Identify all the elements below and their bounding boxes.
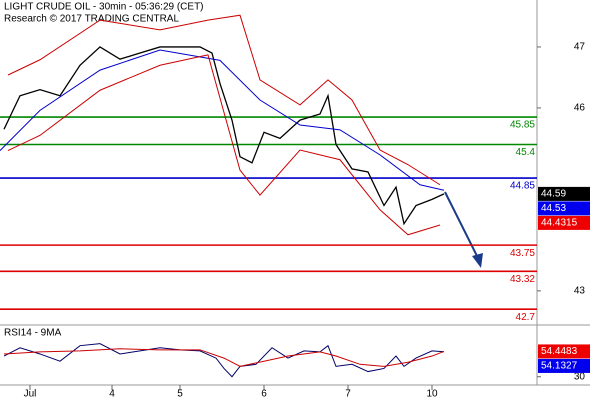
chart-title: LIGHT CRUDE OIL - 30min - 05:36:29 (CET) bbox=[4, 2, 204, 13]
x-tick-label: 5 bbox=[177, 389, 183, 400]
x-tick-label: 10 bbox=[426, 389, 438, 400]
price-tag-label: 54.1327 bbox=[541, 361, 578, 372]
price-level-label: 45.85 bbox=[510, 120, 535, 131]
y-tick-label: 43 bbox=[574, 285, 586, 296]
price-tag-label: 44.53 bbox=[541, 203, 566, 214]
x-tick-label: 7 bbox=[345, 389, 351, 400]
price-level-label: 42.7 bbox=[516, 312, 536, 323]
rsi-title: RSI14 - 9MA bbox=[4, 328, 62, 339]
price-level-label: 45.4 bbox=[516, 147, 536, 158]
x-tick-label: Jul bbox=[24, 389, 37, 400]
series-line bbox=[7, 14, 441, 186]
y-tick-label: 30 bbox=[574, 371, 586, 382]
y-tick-label: 47 bbox=[574, 42, 586, 53]
series-line bbox=[3, 348, 445, 367]
price-tag bbox=[538, 201, 590, 216]
series-line bbox=[3, 46, 445, 226]
price-tag-label: 44.59 bbox=[541, 189, 566, 200]
series-line bbox=[7, 54, 441, 236]
forecast-arrow bbox=[444, 191, 479, 259]
price-level-label: 43.32 bbox=[510, 274, 535, 285]
chart-subtitle: Research © 2017 TRADING CENTRAL bbox=[4, 14, 179, 25]
series-line bbox=[0, 49, 445, 191]
x-tick-label: 6 bbox=[261, 389, 267, 400]
price-tag bbox=[538, 186, 590, 201]
price-level-label: 43.75 bbox=[510, 248, 535, 259]
price-tag-label: 44.4315 bbox=[541, 218, 578, 229]
price-level-label: 44.85 bbox=[510, 181, 535, 192]
price-tag bbox=[538, 344, 590, 359]
price-tag-label: 54.4483 bbox=[541, 346, 578, 357]
forecast-arrowhead bbox=[472, 253, 483, 268]
price-tag bbox=[538, 358, 590, 373]
y-tick-label: 46 bbox=[574, 103, 586, 114]
price-tag bbox=[538, 215, 590, 230]
x-tick-label: 4 bbox=[109, 389, 115, 400]
